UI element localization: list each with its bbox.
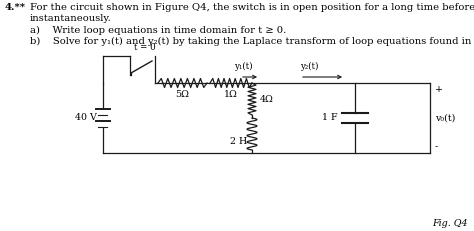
- Text: 1Ω: 1Ω: [224, 90, 238, 99]
- Text: y₂(t): y₂(t): [300, 62, 319, 71]
- Text: y₁(t): y₁(t): [234, 62, 253, 71]
- Text: 2 H: 2 H: [230, 137, 247, 146]
- Text: 40 V: 40 V: [75, 113, 97, 122]
- Text: For the circuit shown in Figure Q4, the switch is in open position for a long ti: For the circuit shown in Figure Q4, the …: [30, 3, 474, 12]
- Text: 4Ω: 4Ω: [260, 94, 274, 103]
- Text: 5Ω: 5Ω: [175, 90, 190, 99]
- Text: -: -: [435, 142, 438, 151]
- Text: instantaneously.: instantaneously.: [30, 14, 112, 23]
- Text: +: +: [435, 85, 443, 94]
- Text: a)    Write loop equations in time domain for t ≥ 0.: a) Write loop equations in time domain f…: [30, 26, 286, 35]
- Text: v₀(t): v₀(t): [435, 113, 456, 122]
- Text: Fig. Q4: Fig. Q4: [432, 219, 468, 228]
- Text: t = 0: t = 0: [134, 43, 155, 52]
- Text: 1 F: 1 F: [322, 113, 338, 122]
- Text: 4.**: 4.**: [5, 3, 26, 12]
- Text: b)    Solve for y₁(t) and y₂(t) by taking the Laplace transform of loop equation: b) Solve for y₁(t) and y₂(t) by taking t…: [30, 37, 474, 46]
